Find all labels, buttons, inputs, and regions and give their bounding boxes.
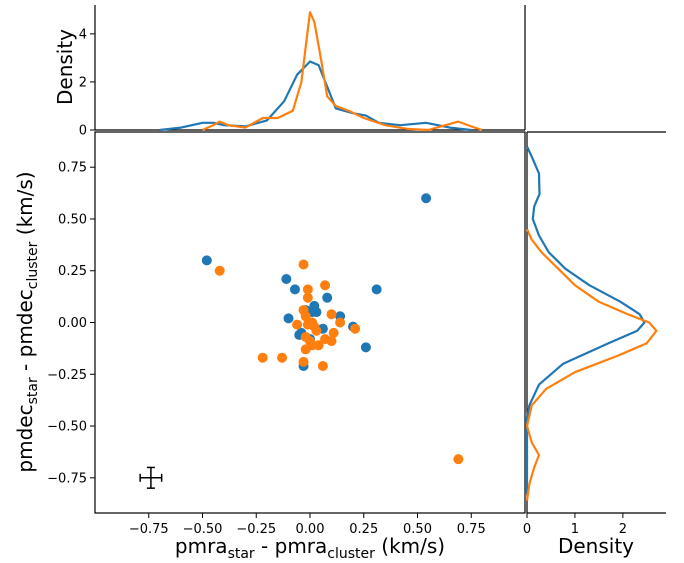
orange-point	[326, 336, 337, 347]
orange-point	[257, 352, 268, 363]
top-kde-orange-line	[202, 11, 483, 132]
y-label-sub2: cluster	[25, 241, 41, 289]
right-x-axis-label: Density	[558, 534, 634, 558]
orange-point	[302, 292, 313, 303]
top-y-tick-label: 2	[79, 75, 87, 90]
x-tick-label: 0.25	[349, 522, 378, 537]
right-x-tick-label: 2	[619, 522, 627, 537]
orange-point	[311, 325, 322, 336]
blue-point	[289, 284, 300, 295]
main-x-axis-label: pmrastar - pmracluster (km/s)	[175, 534, 445, 562]
x-tick-label: −0.75	[129, 522, 169, 537]
x-label-base: pmra	[175, 534, 228, 558]
x-tick-label: 0.50	[403, 522, 432, 537]
orange-point	[298, 356, 309, 367]
right-kde-blue-line	[525, 146, 646, 493]
y-tick-label: −0.50	[47, 420, 87, 435]
x-tick-label: 0.75	[457, 522, 486, 537]
orange-point	[300, 311, 311, 322]
orange-point	[335, 317, 346, 328]
x-tick-label: −0.50	[183, 522, 223, 537]
orange-point	[292, 319, 303, 330]
y-tick-label: 0.25	[58, 264, 87, 279]
y-tick-label: −0.75	[47, 471, 87, 486]
blue-point	[421, 193, 432, 204]
right-kde-panel: 0 1 2	[523, 131, 666, 537]
top-y-tick-label: 4	[79, 27, 87, 42]
blue-point	[201, 255, 212, 266]
x-tick-label: 0.00	[296, 522, 325, 537]
x-tick-label: −0.25	[236, 522, 276, 537]
top-kde-panel: 0 2 4	[79, 5, 526, 139]
blue-point	[283, 313, 294, 324]
orange-point	[453, 454, 464, 465]
y-tick-label: 0.00	[58, 316, 87, 331]
blue-point	[281, 274, 292, 285]
blue-point	[360, 342, 371, 353]
top-y-axis-label: Density	[53, 29, 77, 105]
orange-point	[298, 259, 309, 270]
orange-point	[317, 360, 328, 371]
y-label-tail: (km/s)	[13, 171, 37, 241]
scatter-panel: −0.75 −0.50 −0.25 0.00 0.25 0.50 0.75 0.75 0.50 0…	[47, 131, 526, 537]
y-label-sub1: star	[25, 377, 41, 404]
blue-point	[311, 307, 322, 318]
top-y-tick-label: 0	[79, 124, 87, 139]
right-kde-orange-line	[525, 228, 658, 501]
right-x-tick-label: 1	[571, 522, 579, 537]
orange-point	[300, 344, 311, 355]
orange-point	[214, 265, 225, 276]
blue-point	[322, 292, 333, 303]
orange-point	[302, 284, 313, 295]
blue-point	[371, 284, 382, 295]
top-kde-blue-line	[159, 60, 472, 132]
orange-point	[320, 280, 331, 291]
orange-point	[350, 323, 361, 334]
orange-point	[328, 327, 339, 338]
y-label-base: pmdec	[13, 404, 37, 472]
x-label-tail: (km/s)	[375, 534, 445, 558]
main-y-axis-label: pmdecstar - pmdeccluster (km/s)	[13, 171, 41, 472]
y-tick-label: −0.25	[47, 368, 87, 383]
x-label-sub2: cluster	[327, 546, 375, 562]
y-tick-label: 0.50	[58, 212, 87, 227]
orange-point	[277, 352, 288, 363]
x-label-mid: - pmra	[255, 534, 328, 558]
right-x-tick-label: 0	[523, 522, 531, 537]
y-tick-label: 0.75	[58, 161, 87, 176]
orange-point	[326, 309, 337, 320]
y-label-mid: - pmdec	[13, 289, 37, 377]
x-label-sub1: star	[228, 546, 255, 562]
